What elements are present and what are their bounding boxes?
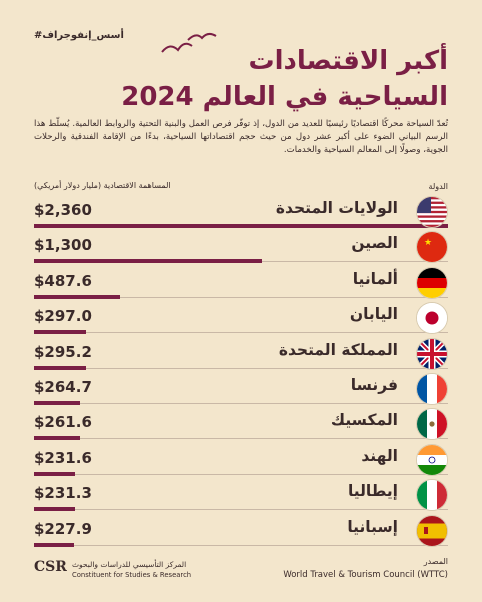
value-label: $295.2 [34, 342, 92, 361]
hashtag: #أسس_إنفوجراف [34, 30, 124, 41]
bar-row: $231.3 إيطاليا [34, 479, 448, 515]
country-label: الهند [361, 446, 398, 465]
bar-track [34, 403, 448, 404]
country-label: إيطاليا [347, 482, 398, 501]
bar-row: $487.6 ألمانيا [34, 266, 448, 303]
country-label: الولايات المتحدة [275, 199, 398, 217]
flag-de-icon [416, 266, 448, 299]
flag-fr-icon [416, 373, 448, 405]
bar-track [34, 544, 448, 546]
bar-row: $261.6 المكسيك [34, 408, 448, 444]
bar-row: $297.0 اليابان [34, 302, 448, 338]
logo-mark: CSR [34, 559, 67, 575]
bar-track [34, 367, 448, 369]
bar-row: $231.6 الهند [34, 443, 448, 480]
flag-gb-icon [416, 337, 448, 370]
country-label: المملكة المتحدة [278, 340, 398, 359]
value-label: $231.6 [34, 448, 92, 467]
bar-track [34, 438, 448, 440]
svg-text:★: ★ [424, 238, 432, 248]
value-label: $297.0 [34, 307, 92, 326]
value-label: $231.3 [34, 484, 92, 503]
chart-title-line1: أكبر الاقتصادات [248, 46, 448, 76]
flag-jp-icon [416, 302, 448, 335]
bar [34, 259, 263, 264]
value-label: $487.6 [34, 271, 92, 290]
source-label: المصدر [423, 557, 448, 566]
source-text: World Travel & Tourism Council (WTTC) [283, 570, 448, 580]
logo-arabic-text: المركز التأسيسي للدراسات والبحوث [72, 560, 187, 569]
value-label: $2,360 [34, 201, 92, 219]
country-label: اليابان [349, 305, 398, 324]
flag-us-icon [416, 196, 448, 228]
country-label: الصين [351, 234, 398, 253]
intro-paragraph: تُعدّ السياحة محركًا اقتصاديًا رئيسيًا ل… [34, 119, 448, 155]
bar [34, 507, 75, 512]
column-header-value: المساهمة الاقتصادية (مليار دولار أمريكي) [34, 181, 171, 190]
flag-it-icon [416, 479, 448, 512]
csr-logo: CSR المركز التأسيسي للدراسات والبحوث Con… [34, 559, 194, 583]
value-label: $261.6 [34, 413, 92, 432]
bar-track [34, 473, 448, 475]
flag-in-icon [416, 443, 448, 476]
bar-row: $2,360 الولايات المتحدة [34, 196, 448, 232]
bar-row: $1,300 الصين ★ [34, 231, 448, 267]
bar [34, 436, 80, 441]
flag-cn-icon: ★ [416, 231, 448, 264]
bar-track [34, 509, 448, 511]
value-label: $227.9 [34, 519, 92, 538]
column-header-country: الدولة [428, 182, 448, 191]
flag-es-icon [416, 514, 448, 547]
bar [34, 365, 86, 370]
bar [34, 401, 81, 405]
birds-icon [161, 32, 217, 53]
bar-track [34, 332, 448, 334]
value-label: $1,300 [34, 236, 92, 255]
bar [34, 330, 87, 335]
bar-track [34, 296, 448, 298]
country-label: إسبانيا [347, 517, 398, 536]
value-label: $264.7 [34, 378, 92, 396]
logo-english-text: Constituent for Studies & Research [72, 571, 192, 579]
bar [34, 224, 448, 228]
bar-row: $264.7 فرنسا [34, 373, 448, 409]
flag-mx-icon [416, 408, 448, 441]
bar [34, 294, 120, 299]
country-label: ألمانيا [352, 269, 398, 288]
bar [34, 471, 75, 476]
bar-row: $227.9 إسبانيا [34, 514, 448, 551]
country-label: فرنسا [350, 376, 398, 394]
chart-title-line2: السياحية في العالم 2024 [121, 82, 448, 112]
country-label: المكسيك [330, 411, 398, 430]
bar [34, 542, 74, 547]
bar-row: $295.2 المملكة المتحدة [34, 337, 448, 374]
